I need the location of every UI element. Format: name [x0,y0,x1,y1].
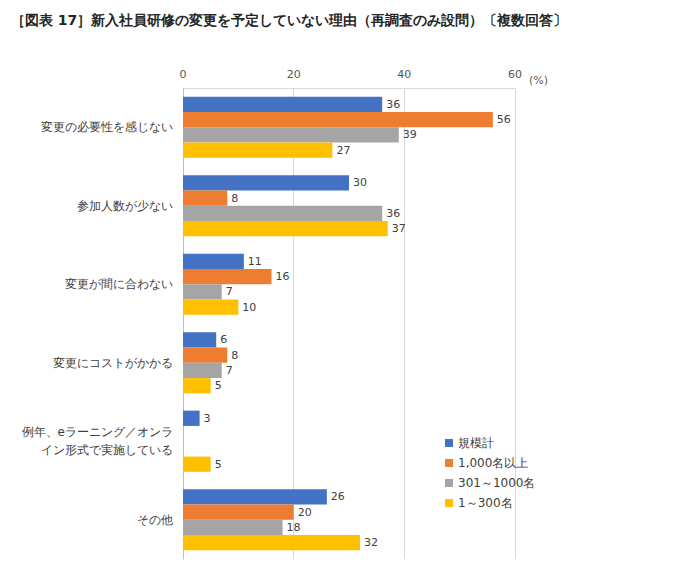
svg-text:1～300名: 1～300名 [458,496,513,510]
svg-text:32: 32 [364,536,378,549]
svg-text:5: 5 [215,458,222,471]
svg-text:16: 16 [276,270,290,283]
svg-text:(%): (%) [529,74,548,87]
svg-text:10: 10 [242,301,256,314]
svg-text:20: 20 [287,68,301,81]
svg-text:イン形式で実施している: イン形式で実施している [41,443,173,457]
svg-text:26: 26 [331,490,345,503]
svg-text:3: 3 [204,412,211,425]
svg-text:39: 39 [403,128,417,141]
svg-text:その他: その他 [137,513,173,527]
svg-text:11: 11 [248,255,262,268]
svg-text:18: 18 [287,521,301,534]
svg-text:27: 27 [336,144,350,157]
svg-text:36: 36 [386,207,400,220]
svg-text:変更が間に合わない: 変更が間に合わない [65,277,173,291]
svg-text:変更の必要性を感じない: 変更の必要性を感じない [41,120,173,134]
svg-text:8: 8 [231,192,238,205]
svg-text:規模計: 規模計 [458,436,494,450]
svg-text:1,000名以上: 1,000名以上 [458,456,528,470]
svg-text:37: 37 [392,222,406,235]
svg-text:56: 56 [497,113,511,126]
svg-text:変更にコストがかかる: 変更にコストがかかる [53,356,173,370]
svg-text:［図表 17］新入社員研修の変更を予定していない理由（再調査: ［図表 17］新入社員研修の変更を予定していない理由（再調査のみ設問）〔複数回答… [11,12,567,28]
svg-text:5: 5 [215,379,222,392]
svg-text:36: 36 [386,98,400,111]
svg-text:60: 60 [508,68,522,81]
svg-text:40: 40 [397,68,411,81]
svg-text:30: 30 [353,176,367,189]
svg-text:7: 7 [226,364,233,377]
svg-text:0: 0 [180,68,187,81]
svg-text:8: 8 [231,349,238,362]
svg-text:301～1000名: 301～1000名 [458,476,535,490]
svg-text:参加人数が少ない: 参加人数が少ない [77,199,173,213]
svg-text:6: 6 [220,333,227,346]
svg-text:7: 7 [226,285,233,298]
svg-text:20: 20 [298,506,312,519]
svg-text:例年、eラーニング／オンラ: 例年、eラーニング／オンラ [22,425,173,439]
